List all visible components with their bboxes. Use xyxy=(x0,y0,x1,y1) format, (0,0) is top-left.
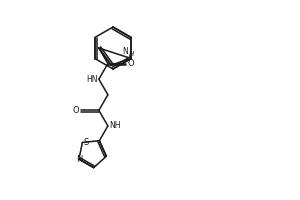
Text: O: O xyxy=(72,106,79,115)
Text: S: S xyxy=(83,138,89,147)
Text: O: O xyxy=(128,59,134,68)
Text: NH: NH xyxy=(109,121,120,130)
Text: N: N xyxy=(122,46,128,55)
Text: N: N xyxy=(76,155,82,164)
Text: H: H xyxy=(129,50,134,56)
Text: HN: HN xyxy=(86,75,98,84)
